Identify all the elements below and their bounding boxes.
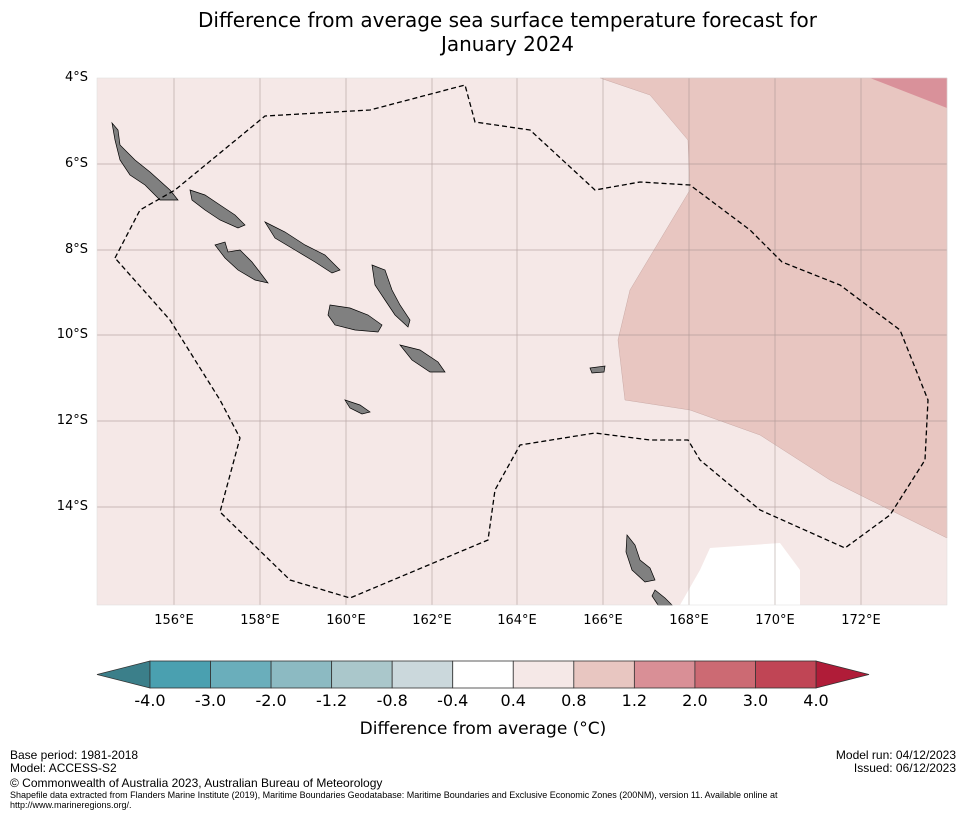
anomaly-region-neutral bbox=[680, 543, 800, 605]
lat-label: 4°S bbox=[64, 70, 88, 85]
colorbar-bin bbox=[573, 660, 635, 689]
island-espiritu-santo bbox=[625, 534, 656, 583]
map-frame bbox=[96, 77, 948, 606]
colorbar-over-triangle bbox=[815, 660, 870, 689]
island-guadalcanal bbox=[327, 304, 383, 333]
lon-label: 166°E bbox=[583, 613, 623, 628]
shapefile-credit: Shapefile data extracted from Flanders M… bbox=[10, 790, 778, 810]
lon-label: 158°E bbox=[240, 613, 280, 628]
colorbar-tick-label: 4.0 bbox=[803, 691, 829, 710]
colorbar-bin bbox=[694, 660, 756, 689]
colorbar-tick-label: 0.4 bbox=[500, 691, 526, 710]
colorbar-bin bbox=[755, 660, 817, 689]
colorbar-bin bbox=[391, 660, 454, 689]
title-line-1: Difference from average sea surface temp… bbox=[197, 8, 817, 32]
colorbar bbox=[96, 660, 870, 689]
colorbar-bin bbox=[452, 660, 514, 689]
lon-label: 172°E bbox=[841, 613, 881, 628]
lon-label: 160°E bbox=[326, 613, 366, 628]
lat-label: 8°S bbox=[64, 242, 88, 257]
island-rennell bbox=[344, 399, 371, 415]
colorbar-tick-label: -2.0 bbox=[255, 691, 287, 710]
lat-label: 10°S bbox=[56, 327, 88, 342]
colorbar-bin bbox=[270, 660, 333, 689]
island-new-georgia bbox=[214, 241, 269, 284]
title-line-2: January 2024 bbox=[440, 32, 575, 56]
copyright: © Commonwealth of Australia 2023, Austra… bbox=[10, 776, 383, 790]
colorbar-bin bbox=[633, 660, 696, 689]
eez-boundary bbox=[114, 84, 929, 599]
island-choiseul bbox=[189, 189, 246, 229]
lat-label: 14°S bbox=[56, 499, 88, 514]
colorbar-bin bbox=[210, 660, 272, 689]
colorbar-tick-label: -0.8 bbox=[376, 691, 408, 710]
colorbar-tick-label: 1.2 bbox=[621, 691, 648, 710]
colorbar-tick-label: 3.0 bbox=[742, 691, 769, 710]
model-name: Model: ACCESS-S2 bbox=[10, 761, 117, 775]
island-makira bbox=[399, 344, 446, 373]
island-santa-isabel bbox=[264, 221, 341, 274]
colorbar-under-triangle bbox=[96, 660, 151, 689]
lat-label: 6°S bbox=[64, 156, 88, 171]
issued-date: Issued: 06/12/2023 bbox=[853, 761, 956, 775]
colorbar-tick-label: -4.0 bbox=[134, 691, 166, 710]
colorbar-tick-label: 2.0 bbox=[682, 691, 708, 710]
colorbar-tick-label: -0.4 bbox=[437, 691, 469, 710]
footer-left: Base period: 1981-2018 Model: ACCESS-S2 bbox=[10, 749, 138, 775]
lon-label: 168°E bbox=[669, 613, 709, 628]
base-period: Base period: 1981-2018 bbox=[10, 748, 139, 762]
colorbar-bin bbox=[149, 660, 211, 689]
lon-label: 164°E bbox=[497, 613, 537, 628]
footer-right: Model run: 04/12/2023 Issued: 06/12/2023 bbox=[836, 749, 956, 775]
colorbar-tick-label: -3.0 bbox=[194, 691, 227, 710]
colorbar-tick-label: 0.8 bbox=[561, 691, 587, 710]
colorbar-bin bbox=[331, 660, 393, 689]
shapefile-credit-link[interactable]: http://www.marineregions.org/. bbox=[10, 800, 132, 810]
colorbar-title: Difference from average (°C) bbox=[359, 719, 607, 739]
lon-label: 156°E bbox=[154, 613, 194, 628]
anomaly-region-1.2-2.0 bbox=[870, 78, 947, 108]
lon-label: 170°E bbox=[755, 613, 795, 628]
colorbar-bin bbox=[512, 660, 575, 689]
colorbar-tick-label: -1.2 bbox=[316, 691, 348, 710]
lat-label: 12°S bbox=[56, 413, 88, 428]
island-santa-cruz bbox=[589, 365, 606, 374]
model-run: Model run: 04/12/2023 bbox=[835, 748, 956, 762]
shapefile-credit-line-1: Shapefile data extracted from Flanders M… bbox=[10, 790, 778, 800]
lon-label: 162°E bbox=[412, 613, 452, 628]
chart-title: Difference from average sea surface temp… bbox=[0, 8, 965, 56]
island-malaita bbox=[371, 264, 411, 328]
